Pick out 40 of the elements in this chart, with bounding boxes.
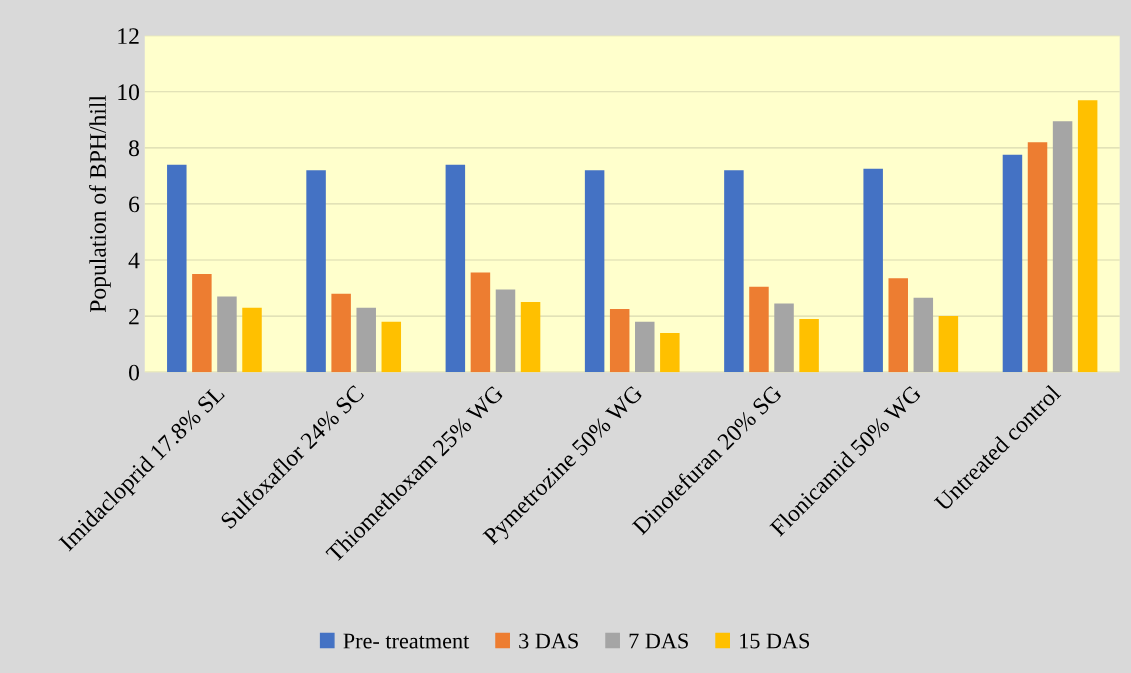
bar	[470, 272, 491, 373]
bar	[584, 170, 605, 373]
y-tick-label: 6	[129, 196, 140, 213]
y-tick-label: 4	[128, 252, 140, 269]
bar	[1077, 100, 1098, 373]
bar	[749, 286, 769, 373]
y-tick-label: 8	[129, 140, 140, 157]
legend-label: 7 DAS	[629, 633, 688, 649]
bar	[306, 170, 326, 373]
bar	[1052, 121, 1073, 373]
y-tick-label: 12	[118, 28, 139, 44]
legend-label: 15 DAS	[740, 633, 810, 649]
bar	[331, 293, 351, 373]
bar	[635, 321, 655, 373]
bar	[1002, 154, 1023, 373]
legend-label: 3 DAS	[519, 633, 578, 649]
bar	[242, 307, 262, 373]
bar	[356, 307, 376, 373]
bar	[520, 302, 541, 373]
legend-label: Pre- treatment	[343, 633, 470, 649]
bar	[217, 296, 237, 373]
bar	[799, 318, 819, 373]
y-tick-label: 0	[129, 364, 140, 381]
bar	[445, 164, 466, 373]
y-axis-title: Population of BPH/hill	[89, 95, 111, 313]
bar	[1027, 142, 1048, 373]
bar	[724, 170, 744, 373]
y-tick-label: 2	[129, 308, 139, 325]
bar	[660, 332, 680, 373]
bar	[495, 289, 516, 373]
y-tick-label: 10	[118, 84, 140, 101]
bar	[913, 297, 934, 373]
bar	[192, 274, 212, 373]
bar	[609, 309, 630, 373]
bar	[381, 321, 402, 373]
bar	[888, 278, 908, 373]
bar	[774, 303, 794, 373]
bar	[167, 164, 187, 373]
bar	[938, 316, 959, 373]
bar	[863, 168, 883, 373]
